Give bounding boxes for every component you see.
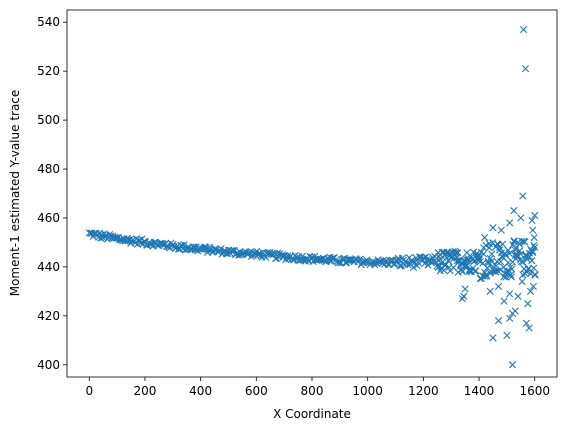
x-tick-label: 1000 <box>352 384 383 398</box>
data-point <box>519 258 527 266</box>
y-tick-label: 500 <box>37 113 60 127</box>
data-point <box>522 251 530 259</box>
data-point <box>531 243 539 251</box>
data-point <box>502 251 510 260</box>
data-point <box>414 258 422 267</box>
data-point <box>494 317 503 325</box>
data-point <box>529 226 537 234</box>
data-point <box>193 247 202 255</box>
data-point <box>528 257 536 265</box>
data-point <box>308 253 316 261</box>
data-point <box>518 277 526 286</box>
data-points <box>85 25 539 369</box>
data-point <box>507 271 515 279</box>
data-point <box>486 287 494 295</box>
data-point <box>522 319 530 327</box>
x-tick-label: 400 <box>189 384 212 398</box>
data-point <box>452 249 460 257</box>
data-point <box>489 239 497 247</box>
data-point <box>529 282 537 291</box>
data-point <box>528 216 536 225</box>
data-point <box>424 261 432 269</box>
data-point <box>458 295 466 303</box>
data-point <box>506 314 514 322</box>
data-point <box>454 249 462 257</box>
data-point <box>517 214 525 222</box>
data-point <box>530 233 538 242</box>
data-point <box>521 65 530 73</box>
data-point <box>507 273 515 281</box>
data-point <box>531 211 539 220</box>
data-point <box>480 250 488 258</box>
data-point <box>458 268 467 276</box>
data-point <box>520 25 528 34</box>
y-tick-label: 440 <box>37 260 60 274</box>
data-point <box>461 285 469 293</box>
data-point <box>499 240 507 248</box>
x-tick-label: 0 <box>85 384 93 398</box>
data-point <box>510 237 518 245</box>
x-axis-ticks: 0 200 400 600 800 1000 1200 1400 1600 <box>85 377 550 398</box>
data-point <box>494 282 503 291</box>
data-point <box>505 249 514 258</box>
x-tick-label: 600 <box>245 384 268 398</box>
data-point <box>529 248 537 257</box>
data-point <box>531 271 539 279</box>
data-point <box>497 226 505 234</box>
data-point <box>180 241 188 249</box>
data-point <box>508 265 516 273</box>
data-point <box>489 224 497 232</box>
data-point <box>526 287 535 295</box>
y-tick-label: 480 <box>37 162 60 176</box>
y-tick-label: 400 <box>37 358 60 372</box>
y-axis-ticks: 400 420 440 460 480 500 520 540 <box>37 15 67 372</box>
y-tick-label: 420 <box>37 309 60 323</box>
x-tick-label: 1600 <box>519 384 550 398</box>
data-point <box>510 207 518 215</box>
data-point <box>514 292 522 300</box>
data-point <box>519 271 527 279</box>
data-point <box>489 334 497 342</box>
data-point <box>407 256 416 264</box>
data-point <box>521 238 529 246</box>
data-point <box>524 300 532 308</box>
data-point <box>420 254 428 262</box>
y-axis-label: Moment-1 estimated Y-value trace <box>8 90 22 297</box>
data-point <box>525 324 533 332</box>
x-tick-label: 200 <box>134 384 157 398</box>
data-point <box>481 233 489 242</box>
data-point <box>483 272 491 280</box>
data-point <box>472 267 480 275</box>
data-point <box>375 258 383 266</box>
x-tick-label: 800 <box>301 384 324 398</box>
data-point <box>503 331 511 339</box>
data-point <box>528 247 537 255</box>
data-point <box>112 234 120 242</box>
data-point <box>530 264 538 272</box>
y-tick-label: 520 <box>37 64 60 78</box>
data-point <box>492 268 500 276</box>
data-point <box>345 256 353 264</box>
data-point <box>500 297 508 305</box>
data-point <box>508 361 517 369</box>
y-tick-label: 540 <box>37 15 60 29</box>
data-point <box>519 192 527 200</box>
x-tick-label: 1200 <box>408 384 439 398</box>
data-point <box>486 269 495 277</box>
data-point <box>278 251 286 259</box>
data-point <box>488 250 496 258</box>
data-point <box>396 262 404 270</box>
data-point <box>530 241 538 249</box>
y-tick-label: 460 <box>37 211 60 225</box>
x-axis-label: X Coordinate <box>273 407 351 421</box>
data-point <box>508 309 517 317</box>
data-point <box>506 290 514 298</box>
data-point <box>463 262 471 270</box>
data-point <box>506 219 514 227</box>
data-point <box>282 255 290 264</box>
x-tick-label: 1400 <box>464 384 495 398</box>
